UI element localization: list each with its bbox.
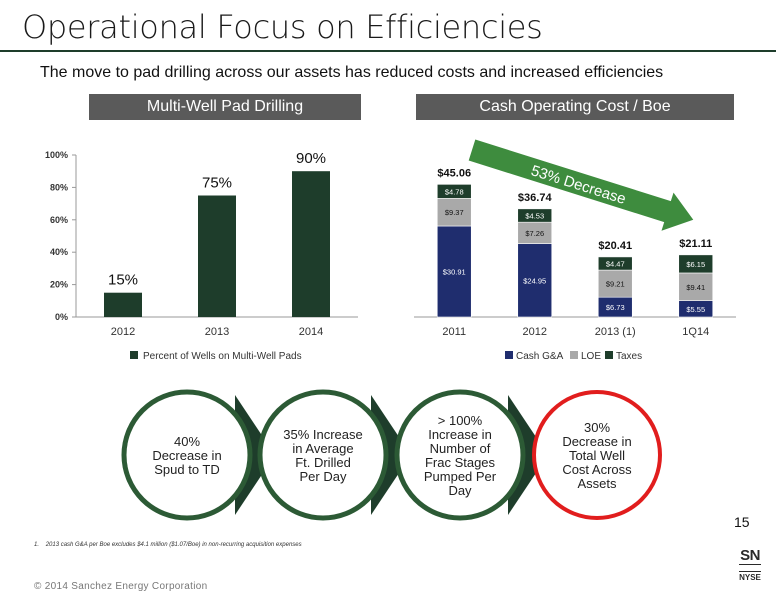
highlight-text: Increase in bbox=[428, 427, 492, 442]
company-logo: SN NYSE bbox=[736, 548, 764, 582]
highlight-text: Day bbox=[448, 483, 472, 498]
bar-value-label: 75% bbox=[202, 175, 232, 192]
page-subtitle: The move to pad drilling across our asse… bbox=[40, 64, 664, 81]
left-panel-title: Multi-Well Pad Drilling bbox=[89, 94, 361, 120]
x-tick-label: 2013 bbox=[205, 326, 229, 338]
legend-swatch bbox=[505, 351, 513, 359]
bar-segment bbox=[517, 243, 553, 318]
bar bbox=[104, 292, 142, 317]
segment-label: $7.26 bbox=[525, 229, 544, 238]
segment-label: $9.37 bbox=[445, 208, 464, 217]
legend-label: Cash G&A bbox=[516, 351, 564, 362]
footnote: 1. 2013 cash G&A per Boe excludes $4.1 m… bbox=[34, 542, 302, 548]
legend-label: LOE bbox=[581, 351, 601, 362]
highlight-circle bbox=[394, 389, 526, 521]
highlight-circle bbox=[532, 390, 662, 520]
logo-lines bbox=[739, 564, 761, 572]
segment-label: $5.55 bbox=[686, 305, 705, 314]
x-tick-label: 2011 bbox=[442, 326, 466, 338]
highlight-text: Per Day bbox=[300, 469, 347, 484]
x-tick-label: 2012 bbox=[111, 326, 135, 338]
highlight-text: 40% bbox=[174, 434, 200, 449]
bar bbox=[198, 195, 236, 317]
bar bbox=[292, 171, 330, 317]
bar-total-label: $36.74 bbox=[518, 192, 553, 204]
legend-swatch bbox=[605, 351, 613, 359]
y-tick-label: 20% bbox=[50, 280, 68, 290]
highlight-text: Ft. Drilled bbox=[295, 455, 351, 470]
y-tick-label: 0% bbox=[55, 312, 68, 322]
y-tick-label: 40% bbox=[50, 247, 68, 257]
bar-value-label: 90% bbox=[296, 150, 326, 167]
bar-value-label: 15% bbox=[108, 272, 138, 289]
x-tick-label: 2014 bbox=[299, 326, 323, 338]
right-panel-title: Cash Operating Cost / Boe bbox=[416, 94, 734, 120]
bar-total-label: $45.06 bbox=[437, 167, 471, 179]
highlight-text: > 100% bbox=[438, 413, 483, 428]
highlight-text: in Average bbox=[292, 441, 353, 456]
arrow-shape bbox=[468, 139, 694, 231]
y-tick-label: 60% bbox=[50, 215, 68, 225]
segment-label: $9.41 bbox=[686, 283, 705, 292]
logo-exchange: NYSE bbox=[739, 573, 761, 582]
segment-label: $30.91 bbox=[443, 268, 466, 277]
bar-segment bbox=[436, 225, 472, 318]
highlight-text: Frac Stages bbox=[425, 455, 496, 470]
highlight-text: Assets bbox=[577, 476, 617, 491]
highlight-text: Cost Across bbox=[562, 462, 632, 477]
segment-label: $6.15 bbox=[686, 260, 705, 269]
bar-segment bbox=[597, 256, 633, 271]
highlight-text: Pumped Per bbox=[424, 469, 497, 484]
bar-segment bbox=[517, 208, 553, 223]
legend-swatch bbox=[570, 351, 578, 359]
highlight-text: Decrease in bbox=[152, 448, 221, 463]
segment-label: $4.53 bbox=[525, 212, 544, 221]
highlight-text: Number of bbox=[430, 441, 491, 456]
highlight-text: Total Well bbox=[569, 448, 625, 463]
bar-segment bbox=[597, 269, 633, 298]
y-tick-label: 100% bbox=[45, 150, 68, 160]
footnote-text: 2013 cash G&A per Boe excludes $4.1 mill… bbox=[45, 542, 302, 548]
logo-text: SN bbox=[740, 547, 760, 564]
x-tick-label: 2012 bbox=[523, 326, 547, 338]
highlight-circle bbox=[121, 389, 253, 521]
highlight-text: Decrease in bbox=[562, 434, 631, 449]
highlight-text: 30% bbox=[584, 420, 610, 435]
bar-segment bbox=[678, 254, 714, 274]
segment-label: $24.95 bbox=[523, 276, 546, 285]
highlight-circle bbox=[257, 389, 389, 521]
legend-label: Taxes bbox=[616, 351, 642, 362]
bar-segment bbox=[436, 184, 472, 199]
segment-label: $4.47 bbox=[606, 259, 625, 268]
y-tick-label: 80% bbox=[50, 182, 68, 192]
legend-swatch bbox=[130, 351, 138, 359]
footnote-number: 1. bbox=[34, 542, 40, 548]
copyright: © 2014 Sanchez Energy Corporation bbox=[34, 581, 208, 592]
segment-label: $9.21 bbox=[606, 280, 625, 289]
page-title: Operational Focus on Efficiencies bbox=[22, 8, 543, 46]
x-tick-label: 1Q14 bbox=[682, 326, 709, 338]
segment-label: $4.78 bbox=[445, 187, 464, 196]
page-number: 15 bbox=[734, 514, 750, 530]
highlight-text: 35% Increase bbox=[283, 427, 363, 442]
title-divider bbox=[0, 50, 776, 52]
highlight-text: Spud to TD bbox=[154, 462, 220, 477]
bar-segment bbox=[678, 272, 714, 301]
x-tick-label: 2013 (1) bbox=[595, 326, 636, 338]
bar-total-label: $20.41 bbox=[598, 240, 632, 252]
bar-segment bbox=[436, 198, 472, 227]
segment-label: $6.73 bbox=[606, 303, 625, 312]
legend-label: Percent of Wells on Multi-Well Pads bbox=[143, 351, 302, 362]
bar-total-label: $21.11 bbox=[679, 238, 712, 250]
